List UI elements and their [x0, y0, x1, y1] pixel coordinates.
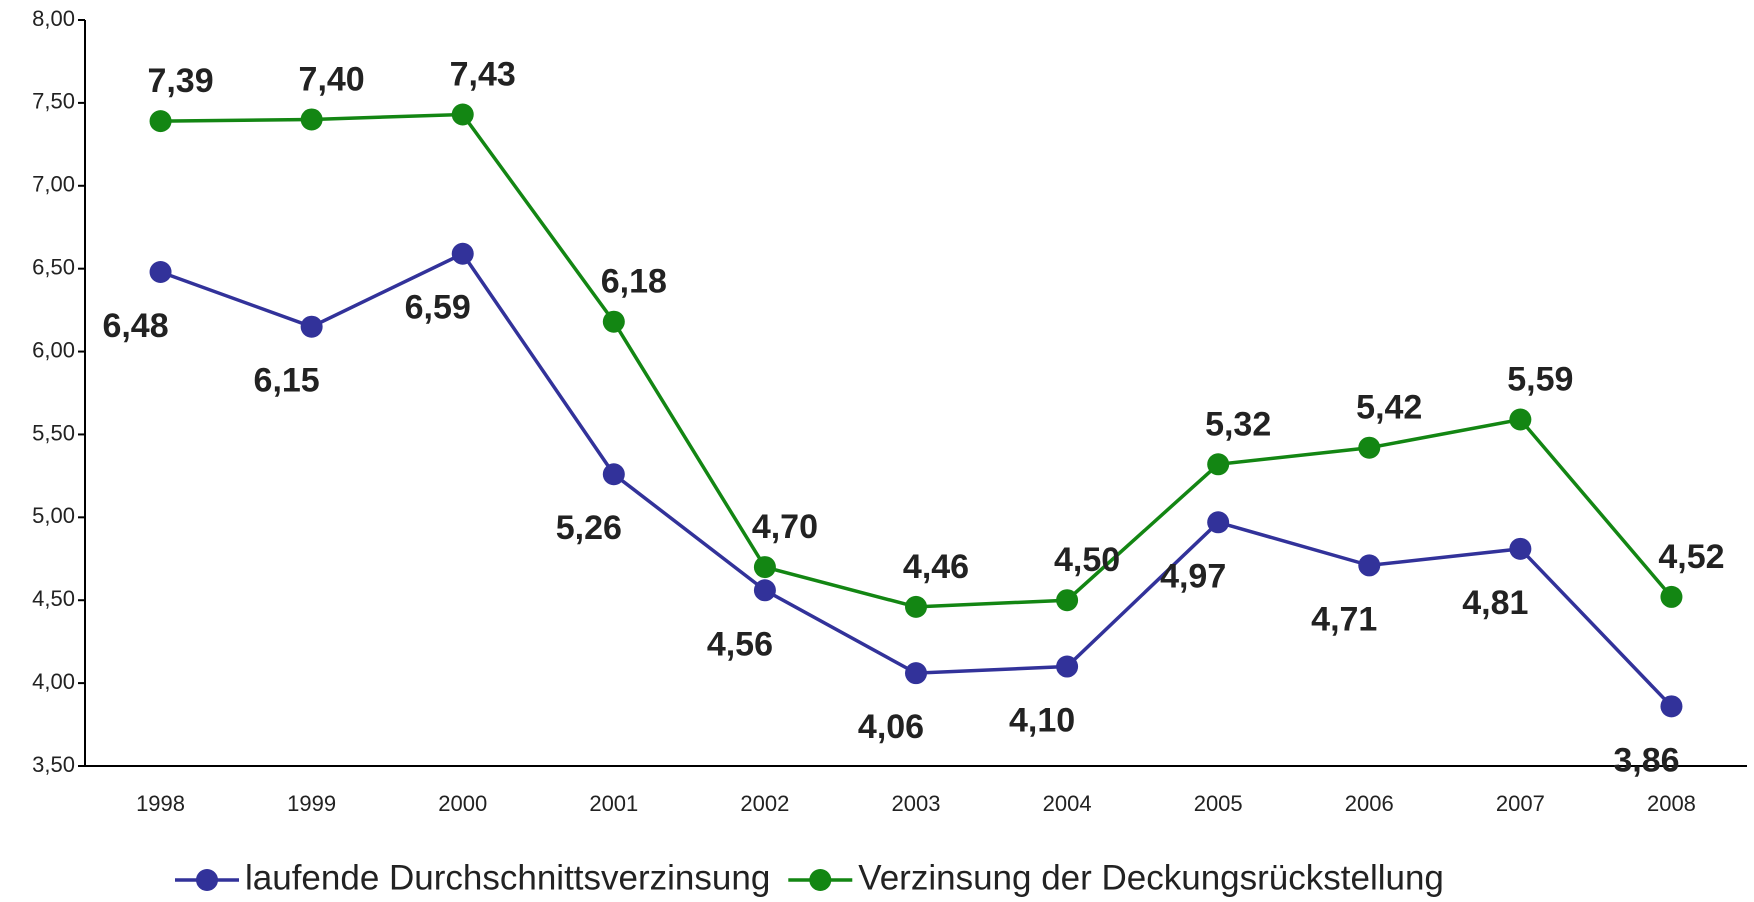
- x-tick-label: 2003: [892, 791, 941, 816]
- y-tick-label: 7,00: [32, 172, 75, 197]
- data-point: [1660, 695, 1683, 718]
- data-point: [753, 556, 776, 579]
- data-label: 4,46: [903, 548, 969, 586]
- data-label: 7,40: [299, 60, 365, 98]
- data-label: 6,48: [102, 307, 168, 345]
- y-tick-label: 6,50: [32, 254, 75, 279]
- data-point: [300, 315, 323, 338]
- y-tick-label: 4,00: [32, 669, 75, 694]
- legend-label: laufende Durchschnittsverzinsung: [245, 858, 770, 897]
- x-tick-label: 2007: [1496, 791, 1545, 816]
- data-point: [1660, 585, 1683, 608]
- data-point: [1207, 511, 1230, 534]
- y-tick-label: 5,00: [32, 503, 75, 528]
- data-point: [905, 595, 927, 618]
- y-tick-label: 5,50: [32, 420, 75, 445]
- data-point: [149, 110, 172, 133]
- data-label: 4,81: [1462, 584, 1528, 622]
- y-tick-label: 7,50: [32, 89, 75, 114]
- x-tick-label: 2006: [1345, 791, 1394, 816]
- data-point: [1358, 554, 1381, 577]
- data-point: [1056, 655, 1079, 678]
- data-label: 4,52: [1658, 538, 1724, 576]
- x-tick-label: 2001: [589, 791, 638, 816]
- data-label: 4,97: [1160, 557, 1226, 595]
- data-label: 7,43: [450, 55, 516, 93]
- series-line: [159, 251, 1673, 708]
- data-label: 5,26: [556, 509, 622, 547]
- data-label: 6,18: [601, 263, 667, 301]
- x-tick-label: 1999: [287, 791, 336, 816]
- data-label: 3,86: [1613, 741, 1679, 779]
- data-label: 7,39: [147, 62, 213, 100]
- data-point: [451, 242, 474, 265]
- data-label: 4,10: [1009, 702, 1075, 740]
- data-point: [1056, 589, 1079, 612]
- data-label: 5,59: [1507, 361, 1573, 399]
- data-label: 4,71: [1311, 600, 1377, 638]
- data-point: [451, 103, 474, 126]
- y-tick-label: 8,00: [32, 6, 75, 31]
- data-label: 4,06: [858, 708, 924, 746]
- x-tick-label: 2000: [438, 791, 487, 816]
- y-tick-label: 6,00: [32, 337, 75, 362]
- data-label: 5,42: [1356, 389, 1422, 427]
- data-point: [753, 579, 776, 602]
- legend-marker: [196, 869, 218, 891]
- data-label: 4,50: [1054, 541, 1120, 579]
- x-tick-label: 2004: [1043, 791, 1092, 816]
- x-tick-label: 2005: [1194, 791, 1243, 816]
- data-point: [602, 463, 625, 486]
- x-tick-label: 2008: [1647, 791, 1696, 816]
- y-tick-label: 4,50: [32, 586, 75, 611]
- data-point: [602, 310, 625, 333]
- data-point: [1509, 537, 1532, 560]
- legend-label: Verzinsung der Deckungsrückstellung: [858, 858, 1444, 897]
- data-point: [300, 108, 323, 131]
- data-point: [905, 662, 927, 685]
- data-point: [1358, 436, 1381, 459]
- series-line: [160, 112, 1673, 609]
- y-tick-label: 3,50: [32, 752, 75, 777]
- data-label: 5,32: [1205, 405, 1271, 443]
- data-point: [149, 260, 172, 283]
- data-label: 4,56: [707, 625, 773, 663]
- x-tick-label: 1998: [136, 791, 185, 816]
- x-tick-label: 2002: [740, 791, 789, 816]
- data-label: 6,15: [254, 362, 320, 400]
- data-label: 6,59: [405, 289, 471, 327]
- data-point: [1509, 408, 1532, 431]
- legend-marker: [809, 869, 832, 891]
- data-label: 4,70: [752, 508, 818, 546]
- data-point: [1207, 453, 1230, 476]
